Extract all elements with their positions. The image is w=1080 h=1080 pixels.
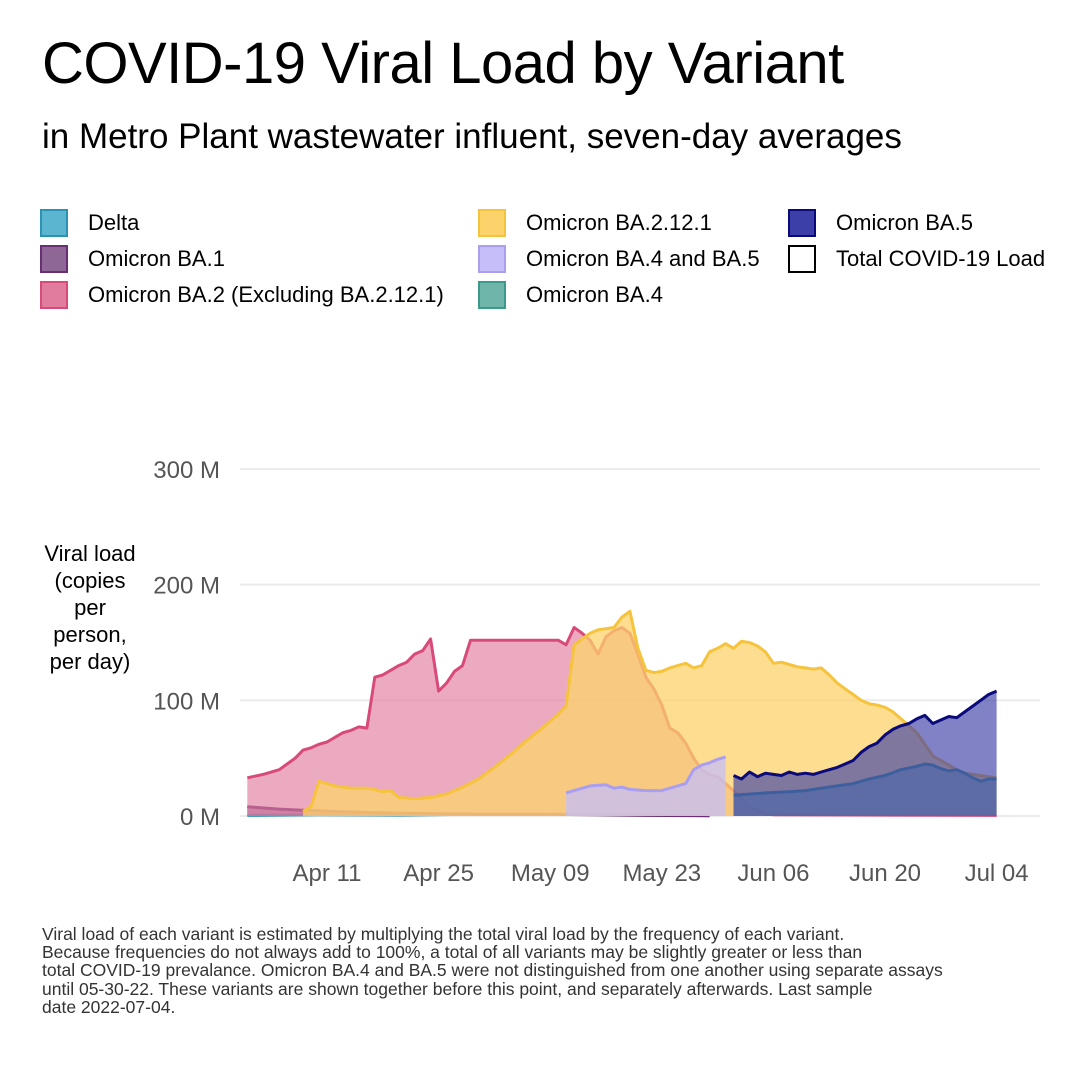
x-tick-label: May 23 <box>622 860 701 887</box>
series-area-omicron-ba-2-12-1 <box>303 611 997 816</box>
x-tick-label: Jul 04 <box>965 860 1029 887</box>
legend-swatch-omicron-ba2 <box>40 281 68 309</box>
legend: Delta Omicron BA.1 Omicron BA.2 (Excludi… <box>40 206 1070 318</box>
y-tick-labels: 0 M 100 M 200 M 300 M <box>153 457 220 831</box>
legend-item-total-load[interactable]: Total COVID-19 Load <box>788 242 1045 276</box>
legend-label-omicron-ba1: Omicron BA.1 <box>88 246 225 271</box>
series-line-omicron-ba-5 <box>732 689 998 781</box>
legend-label-omicron-ba4-ba5: Omicron BA.4 and BA.5 <box>526 246 760 271</box>
legend-label-omicron-ba4: Omicron BA.4 <box>526 282 663 307</box>
y-tick-label: 0 M <box>180 804 220 831</box>
x-tick-label: Jun 06 <box>737 860 809 887</box>
footnote: Viral load of each variant is estimated … <box>42 924 943 1017</box>
chart-title: COVID-19 Viral Load by Variant <box>42 31 844 96</box>
y-tick-label: 100 M <box>153 688 220 715</box>
legend-swatch-omicron-ba5 <box>788 209 816 237</box>
y-tick-label: 300 M <box>153 457 220 484</box>
legend-item-omicron-ba2121[interactable]: Omicron BA.2.12.1 <box>478 206 712 240</box>
series-line-omicron-ba-4-and-ba-5 <box>565 755 727 795</box>
legend-swatch-omicron-ba4-ba5 <box>478 245 506 273</box>
legend-label-omicron-ba2: Omicron BA.2 (Excluding BA.2.12.1) <box>88 282 444 307</box>
legend-item-omicron-ba1[interactable]: Omicron BA.1 <box>40 242 225 276</box>
series-area-omicron-ba-4-and-ba-5 <box>566 757 726 816</box>
x-tick-label: Apr 11 <box>293 860 362 887</box>
x-tick-label: May 09 <box>511 860 590 887</box>
legend-item-delta[interactable]: Delta <box>40 206 139 240</box>
y-tick-label: 200 M <box>153 573 220 600</box>
x-tick-label: Apr 25 <box>403 860 474 887</box>
x-tick-label: Jun 20 <box>849 860 921 887</box>
legend-item-omicron-ba2[interactable]: Omicron BA.2 (Excluding BA.2.12.1) <box>40 278 444 312</box>
legend-label-delta: Delta <box>88 210 140 235</box>
series-areas <box>246 609 998 818</box>
y-axis-title: Viral load (copies per person, per day) <box>44 541 136 674</box>
legend-item-omicron-ba4[interactable]: Omicron BA.4 <box>478 278 663 312</box>
legend-swatch-delta <box>40 209 68 237</box>
legend-label-omicron-ba5: Omicron BA.5 <box>836 210 973 235</box>
legend-swatch-omicron-ba2121 <box>478 209 506 237</box>
legend-label-total-load: Total COVID-19 Load <box>836 246 1046 271</box>
series-line-omicron-ba-2-12-1 <box>302 609 997 813</box>
legend-item-omicron-ba5[interactable]: Omicron BA.5 <box>788 206 973 240</box>
legend-swatch-total-load <box>788 245 816 273</box>
x-tick-labels: Apr 11 Apr 25 May 09 May 23 Jun 06 Jun 20 Jul … <box>293 860 1029 887</box>
legend-swatch-omicron-ba4 <box>478 281 506 309</box>
legend-label-omicron-ba2121: Omicron BA.2.12.1 <box>526 210 712 235</box>
legend-swatch-omicron-ba1 <box>40 245 68 273</box>
legend-item-omicron-ba4-ba5[interactable]: Omicron BA.4 and BA.5 <box>478 242 760 276</box>
chart-subtitle: in Metro Plant wastewater influent, seve… <box>42 117 902 156</box>
